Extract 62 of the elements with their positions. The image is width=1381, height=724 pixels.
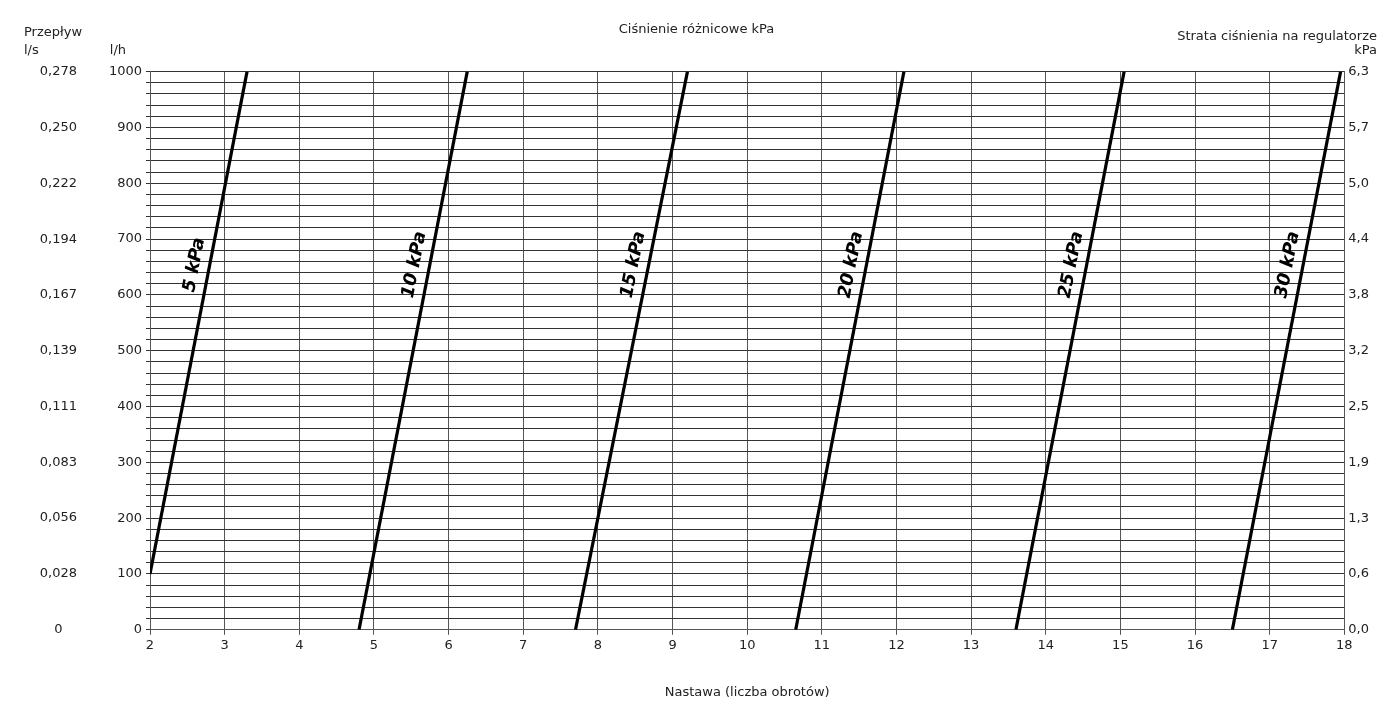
x-tick-label: 5 (369, 636, 379, 652)
y2-tick-label: 0,6 (1348, 565, 1370, 581)
y3-tick-label: 0,250 (39, 118, 77, 134)
x-tick-label: 12 (888, 636, 905, 652)
x-tick-label: 2 (145, 636, 155, 652)
y3-tick-label: 0 (54, 621, 63, 637)
x-tick-label: 11 (813, 636, 831, 652)
y-tick-label: 300 (117, 453, 142, 469)
x-tick-label: 6 (444, 636, 453, 652)
x-tick-label: 14 (1037, 636, 1055, 652)
text: 5 kPa (177, 235, 209, 294)
y2-tick-label: 5,0 (1348, 174, 1370, 190)
y-tick-label: 600 (117, 286, 142, 302)
x-tick-label: 13 (962, 636, 980, 652)
y-tick-label: 200 (117, 509, 142, 525)
x-tick-label: 3 (220, 636, 229, 652)
y3-tick-label: 0,111 (39, 397, 77, 413)
y-tick-label: 700 (117, 230, 142, 246)
text: 15 kPa (614, 229, 649, 300)
y-tick-label: 500 (117, 342, 142, 358)
y2-tick-label: 2,5 (1348, 397, 1370, 413)
y-tick-label: 1000 (108, 62, 142, 78)
y2-tick-label: 3,8 (1348, 286, 1370, 302)
y3-tick-label: 0,222 (39, 174, 77, 190)
y3-tick-label: 0,028 (39, 565, 77, 581)
y3-tick-label: 0,139 (39, 342, 77, 358)
y2-tick-label: 1,3 (1348, 509, 1370, 525)
x-tick-label: 17 (1261, 636, 1278, 652)
x-tick-label: 9 (668, 636, 677, 652)
y2-tick-label: 1,9 (1348, 453, 1370, 469)
y-tick-label: 0 (133, 621, 142, 637)
x-tick-label: 15 (1112, 636, 1129, 652)
y3-tick-label: 0,278 (39, 62, 77, 78)
y2-tick-label: 4,4 (1348, 230, 1370, 246)
y2-axis-title: Strata ciśnienia na regulatorze kPa (1177, 27, 1377, 57)
y2-tick-label: 5,7 (1348, 118, 1370, 134)
y2-tick-label: 6,3 (1348, 62, 1370, 78)
y-tick-label: 100 (117, 565, 142, 581)
text: Przepływ (24, 23, 83, 39)
x-tick-label: 10 (738, 636, 756, 652)
y-tick-label: 800 (117, 174, 142, 190)
chart-title: Ciśnienie różnicowe kPa (618, 21, 775, 37)
x-axis-title: Nastawa (liczba obrotów) (664, 683, 830, 699)
y2-tick-label: 0,0 (1348, 621, 1370, 637)
x-tick-label: 18 (1336, 636, 1353, 652)
y3-tick-label: 0,167 (39, 286, 77, 302)
x-tick-label: 8 (593, 636, 603, 652)
y3-tick-label: 0,083 (39, 453, 77, 469)
y3-tick-label: 0,056 (39, 509, 77, 525)
x-tick-label: 16 (1186, 636, 1204, 652)
y2-tick-label: 3,2 (1348, 342, 1370, 358)
text: 30 kPa (1269, 229, 1303, 300)
y3-axis-title: l/s (24, 41, 39, 57)
y-tick-label: 900 (117, 118, 142, 134)
y3-tick-label: 0,194 (39, 230, 77, 246)
text: 20 kPa (832, 229, 867, 300)
text: 10 kPa (396, 229, 430, 300)
text: 25 kPa (1052, 229, 1087, 300)
x-tick-label: 4 (295, 636, 304, 652)
y-tick-label: 400 (117, 397, 142, 413)
y-axis-title: l/h (109, 41, 126, 57)
x-tick-label: 7 (519, 636, 528, 652)
